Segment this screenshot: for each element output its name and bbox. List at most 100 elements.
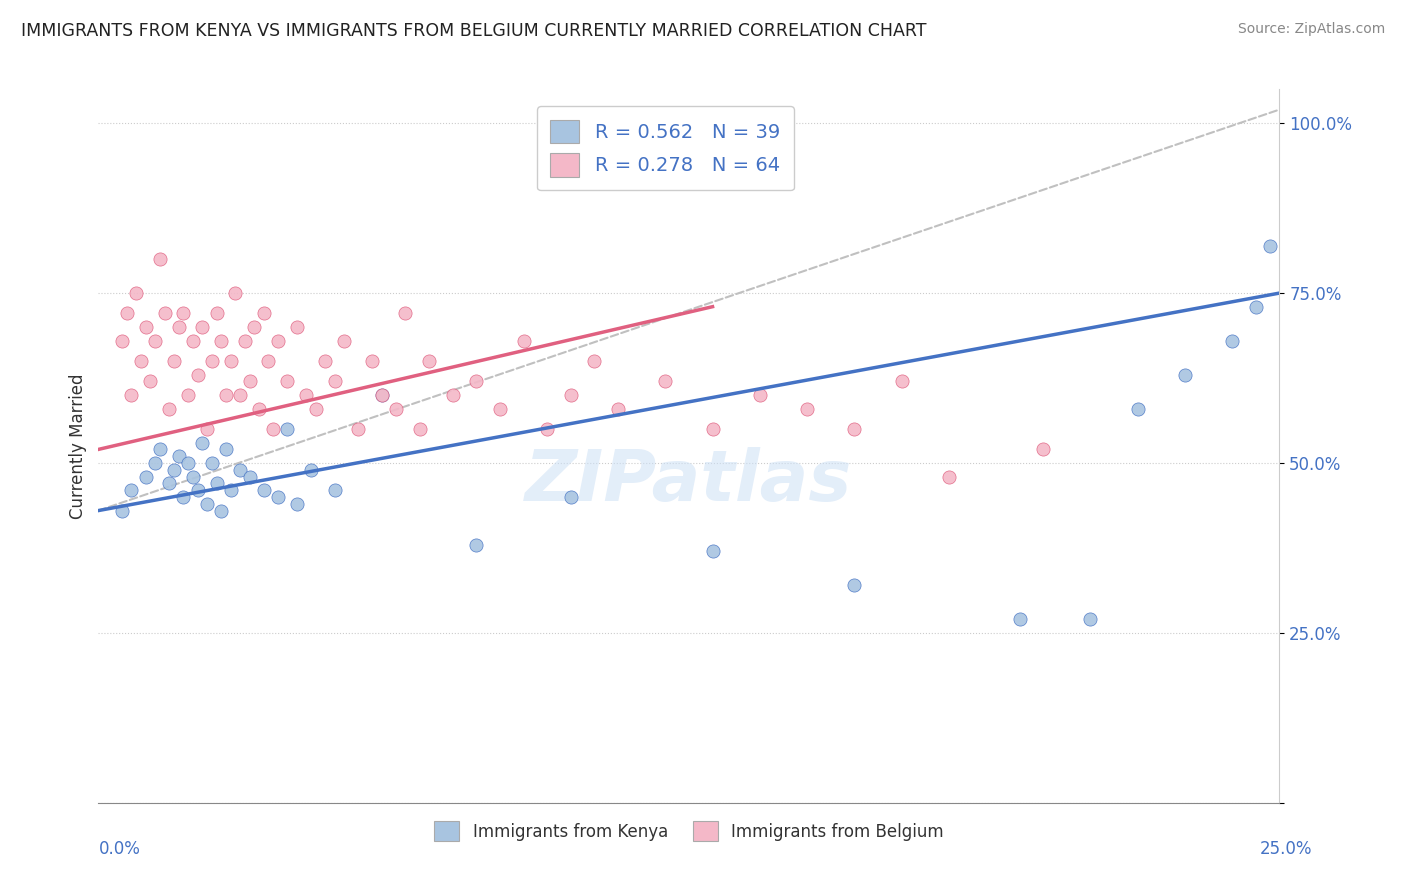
Point — [267, 490, 290, 504]
Point — [489, 401, 512, 416]
Point — [1258, 238, 1281, 252]
Point — [1008, 612, 1031, 626]
Point — [844, 578, 866, 592]
Point — [219, 483, 242, 498]
Point — [465, 537, 488, 551]
Point — [938, 469, 960, 483]
Point — [361, 354, 384, 368]
Point — [285, 320, 308, 334]
Text: IMMIGRANTS FROM KENYA VS IMMIGRANTS FROM BELGIUM CURRENTLY MARRIED CORRELATION C: IMMIGRANTS FROM KENYA VS IMMIGRANTS FROM… — [21, 22, 927, 40]
Point — [215, 388, 238, 402]
Point — [441, 388, 464, 402]
Point — [181, 334, 204, 348]
Point — [702, 422, 724, 436]
Point — [560, 490, 582, 504]
Point — [215, 442, 238, 457]
Text: Source: ZipAtlas.com: Source: ZipAtlas.com — [1237, 22, 1385, 37]
Point — [890, 375, 912, 389]
Point — [121, 483, 143, 498]
Point — [181, 469, 204, 483]
Point — [748, 388, 770, 402]
Point — [247, 401, 270, 416]
Point — [257, 354, 280, 368]
Point — [187, 368, 209, 382]
Point — [465, 375, 488, 389]
Point — [195, 497, 218, 511]
Point — [229, 388, 252, 402]
Point — [167, 449, 190, 463]
Point — [191, 320, 214, 334]
Point — [201, 456, 224, 470]
Point — [333, 334, 356, 348]
Point — [209, 334, 232, 348]
Point — [163, 354, 186, 368]
Point — [149, 442, 172, 457]
Legend: Immigrants from Kenya, Immigrants from Belgium: Immigrants from Kenya, Immigrants from B… — [427, 814, 950, 848]
Point — [512, 334, 534, 348]
Point — [239, 469, 262, 483]
Point — [135, 320, 157, 334]
Point — [177, 456, 200, 470]
Point — [323, 483, 346, 498]
Point — [163, 463, 186, 477]
Y-axis label: Currently Married: Currently Married — [69, 373, 87, 519]
Point — [314, 354, 336, 368]
Point — [276, 375, 298, 389]
Point — [607, 401, 630, 416]
Point — [229, 463, 252, 477]
Point — [201, 354, 224, 368]
Point — [111, 334, 134, 348]
Point — [205, 306, 228, 320]
Point — [143, 456, 166, 470]
Point — [209, 503, 232, 517]
Point — [1080, 612, 1102, 626]
Point — [371, 388, 394, 402]
Point — [129, 354, 152, 368]
Point — [1174, 368, 1197, 382]
Point — [276, 422, 298, 436]
Point — [125, 286, 148, 301]
Point — [205, 476, 228, 491]
Point — [1126, 401, 1149, 416]
Point — [1220, 334, 1243, 348]
Point — [536, 422, 558, 436]
Point — [295, 388, 318, 402]
Point — [191, 435, 214, 450]
Point — [371, 388, 394, 402]
Point — [195, 422, 218, 436]
Point — [418, 354, 440, 368]
Point — [385, 401, 408, 416]
Point — [253, 483, 276, 498]
Point — [323, 375, 346, 389]
Point — [583, 354, 606, 368]
Point — [394, 306, 416, 320]
Point — [121, 388, 143, 402]
Point — [157, 401, 180, 416]
Point — [796, 401, 818, 416]
Point — [135, 469, 157, 483]
Point — [172, 490, 194, 504]
Text: 25.0%: 25.0% — [1260, 840, 1313, 858]
Point — [139, 375, 162, 389]
Point — [654, 375, 676, 389]
Point — [219, 354, 242, 368]
Point — [224, 286, 246, 301]
Point — [233, 334, 256, 348]
Point — [702, 544, 724, 558]
Point — [347, 422, 370, 436]
Point — [143, 334, 166, 348]
Point — [305, 401, 328, 416]
Point — [172, 306, 194, 320]
Text: 0.0%: 0.0% — [98, 840, 141, 858]
Point — [243, 320, 266, 334]
Point — [149, 252, 172, 266]
Point — [408, 422, 430, 436]
Point — [153, 306, 176, 320]
Point — [1244, 300, 1267, 314]
Point — [157, 476, 180, 491]
Point — [1032, 442, 1054, 457]
Point — [285, 497, 308, 511]
Point — [267, 334, 290, 348]
Point — [239, 375, 262, 389]
Point — [299, 463, 322, 477]
